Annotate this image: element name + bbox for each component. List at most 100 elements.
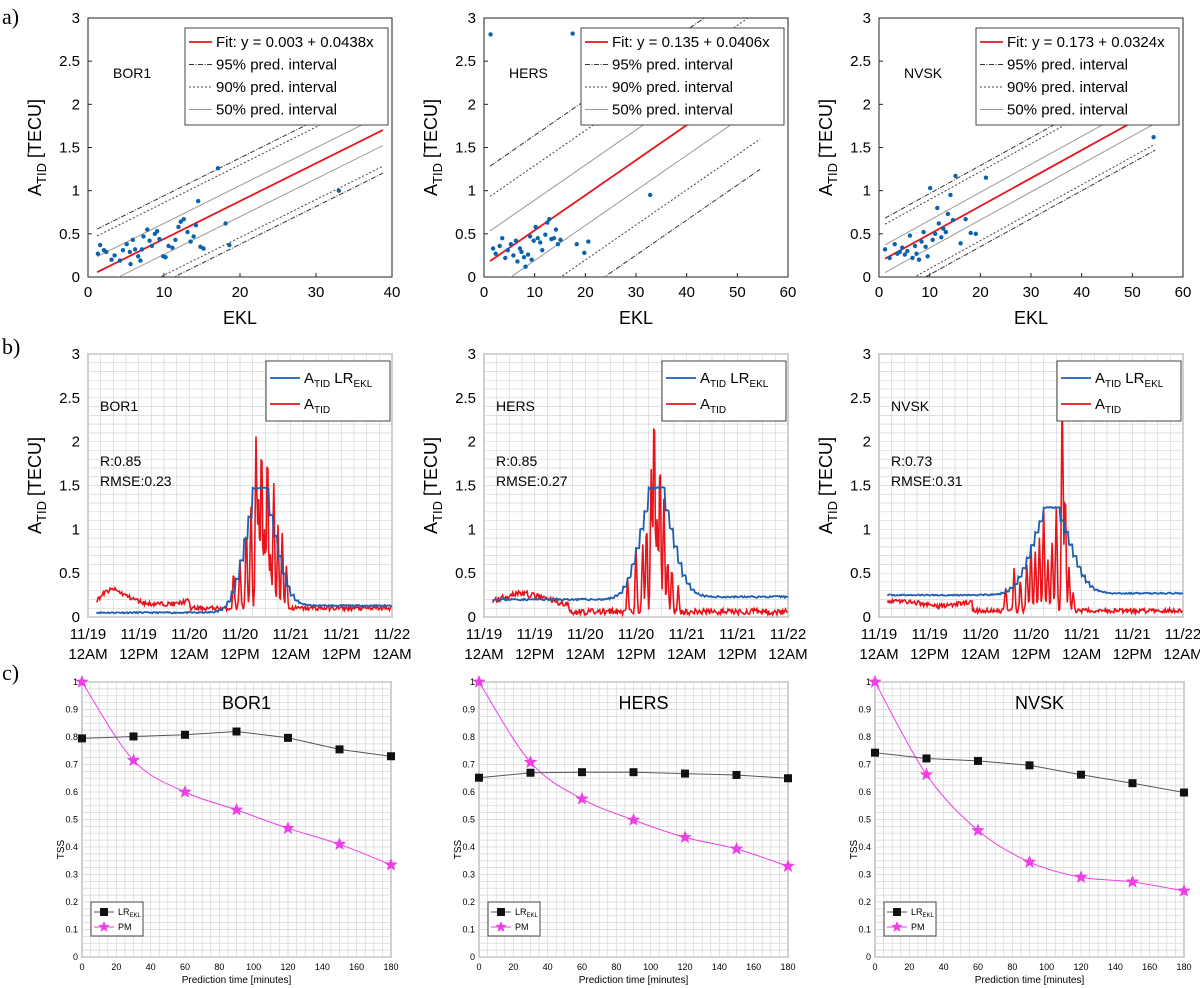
x-tick-time: 12AM	[170, 646, 209, 663]
x-tick-label: 0	[84, 284, 92, 301]
x-tick-label: 0	[79, 962, 84, 972]
x-axis-label: Prediction time [minutes]	[579, 975, 689, 986]
y-tick-label: 0.6	[462, 787, 475, 797]
timeseries-panel-nvsk: 11/19 12AM 11/19 12PM 11/20 12AM 11/20 12PM 11/2…	[816, 346, 1200, 663]
x-tick-label: 10	[156, 284, 173, 301]
x-tick-time: 12PM	[322, 646, 361, 663]
series-atid-line	[886, 391, 1183, 617]
legend-box	[1056, 360, 1182, 422]
x-tick-label: 60	[1175, 284, 1192, 301]
y-tick-label: 3	[863, 10, 871, 27]
x-tick-label: 60	[973, 962, 983, 972]
y-tick-label: 2.5	[455, 390, 476, 407]
series-lr-ekl-line	[886, 505, 1184, 597]
data-point	[120, 248, 126, 253]
y-tick-label: 0.7	[462, 760, 475, 770]
pm-marker	[472, 674, 486, 688]
data-point	[935, 205, 940, 211]
y-tick-label: 0	[72, 609, 80, 626]
y-label-main: A	[25, 522, 45, 534]
data-point	[227, 242, 232, 248]
data-point	[515, 259, 520, 264]
y-label-unit: [TECU]	[421, 99, 441, 163]
y-tick-label: 0	[468, 609, 476, 626]
data-point	[517, 246, 523, 251]
x-tick-date: 11/19	[516, 626, 552, 643]
data-point	[912, 243, 918, 249]
lr-ekl-marker	[1025, 761, 1034, 770]
y-axis-label: TSS	[56, 839, 67, 859]
pm-marker	[868, 674, 882, 688]
r-value: R:0.85	[496, 453, 537, 469]
legend-main: A	[700, 396, 710, 413]
x-tick-time: 12AM	[768, 646, 807, 663]
tss-panel-bor1: 0 20 40 60 80 100 120 140 160 180 0 0.1 0.2 0.3 0.4 0.5…	[56, 674, 399, 986]
x-tick-label: 40	[384, 284, 401, 301]
data-point	[223, 221, 228, 226]
pm-marker	[919, 767, 934, 781]
row-label-c: c)	[2, 660, 19, 685]
data-point	[533, 224, 538, 230]
x-tick-time: 12PM	[220, 646, 259, 663]
y-tick-label: 1	[866, 677, 871, 687]
lr-ekl-marker	[784, 774, 792, 783]
y-axis-label: TSS	[453, 839, 464, 859]
y-tick-label: 0.5	[850, 226, 871, 243]
y-tick-label: 3	[468, 346, 476, 363]
lr-ekl-marker	[871, 748, 879, 757]
y-tick-label: 0.1	[858, 925, 871, 935]
x-tick-label: 10	[526, 284, 543, 301]
y-tick-label: 0.1	[65, 925, 78, 935]
x-tick-time: 12AM	[464, 646, 503, 663]
data-point	[570, 31, 575, 36]
legend-entry: 90% pred. interval	[216, 79, 337, 96]
lr-ekl-marker	[526, 768, 535, 777]
panel-title: NVSK	[1015, 693, 1064, 713]
station-label: HERS	[509, 65, 548, 81]
y-tick-label: 1.5	[850, 478, 871, 495]
data-point	[933, 231, 938, 237]
data-point	[497, 243, 502, 249]
x-axis-label: Prediction time [minutes]	[182, 975, 292, 986]
data-point	[130, 237, 136, 243]
data-point	[95, 251, 101, 256]
y-label-unit: [TECU]	[421, 437, 441, 501]
lr-ekl-marker	[129, 732, 138, 741]
x-tick-label: 180	[1176, 962, 1191, 972]
x-tick-label: 140	[1108, 962, 1123, 972]
y-tick-label: 0.5	[850, 565, 871, 582]
data-point	[139, 247, 145, 252]
x-tick-time: 12AM	[68, 646, 107, 663]
data-point	[941, 226, 946, 231]
y-tick-label: 1	[863, 183, 871, 200]
x-tick-time: 12AM	[566, 646, 605, 663]
data-point	[925, 254, 930, 259]
legend-entry: Fit: y = 0.003 + 0.0438x	[216, 34, 374, 51]
legend-sub: TID	[1105, 379, 1121, 390]
y-tick-label: 0	[863, 609, 871, 626]
y-label-sub: TID	[34, 501, 49, 522]
y-tick-label: 0.5	[59, 226, 80, 243]
data-point	[968, 230, 973, 236]
lr-ekl-marker	[1128, 779, 1137, 788]
data-point	[196, 198, 201, 204]
y-tick-label: 0.5	[65, 815, 78, 825]
x-tick-label: 180	[383, 962, 398, 972]
data-point	[181, 216, 186, 222]
data-point	[910, 255, 915, 261]
legend-box	[265, 360, 391, 422]
legend-entry-atid: ATID	[700, 396, 726, 416]
x-tick-time: 12AM	[372, 646, 411, 663]
data-point	[555, 241, 561, 247]
x-tick-date: 11/21	[1063, 626, 1099, 643]
y-tick-label: 0.8	[462, 732, 475, 742]
y-axis-label: TSS	[849, 839, 860, 859]
x-axis-label: Prediction time [minutes]	[975, 975, 1085, 986]
pm-marker	[1177, 883, 1191, 897]
y-tick-label: 1	[468, 521, 476, 538]
legend-marker-lr	[497, 908, 505, 916]
legend-main: A	[1095, 396, 1105, 413]
y-label-main: A	[421, 184, 441, 196]
data-point	[193, 223, 199, 228]
data-point	[141, 234, 146, 239]
